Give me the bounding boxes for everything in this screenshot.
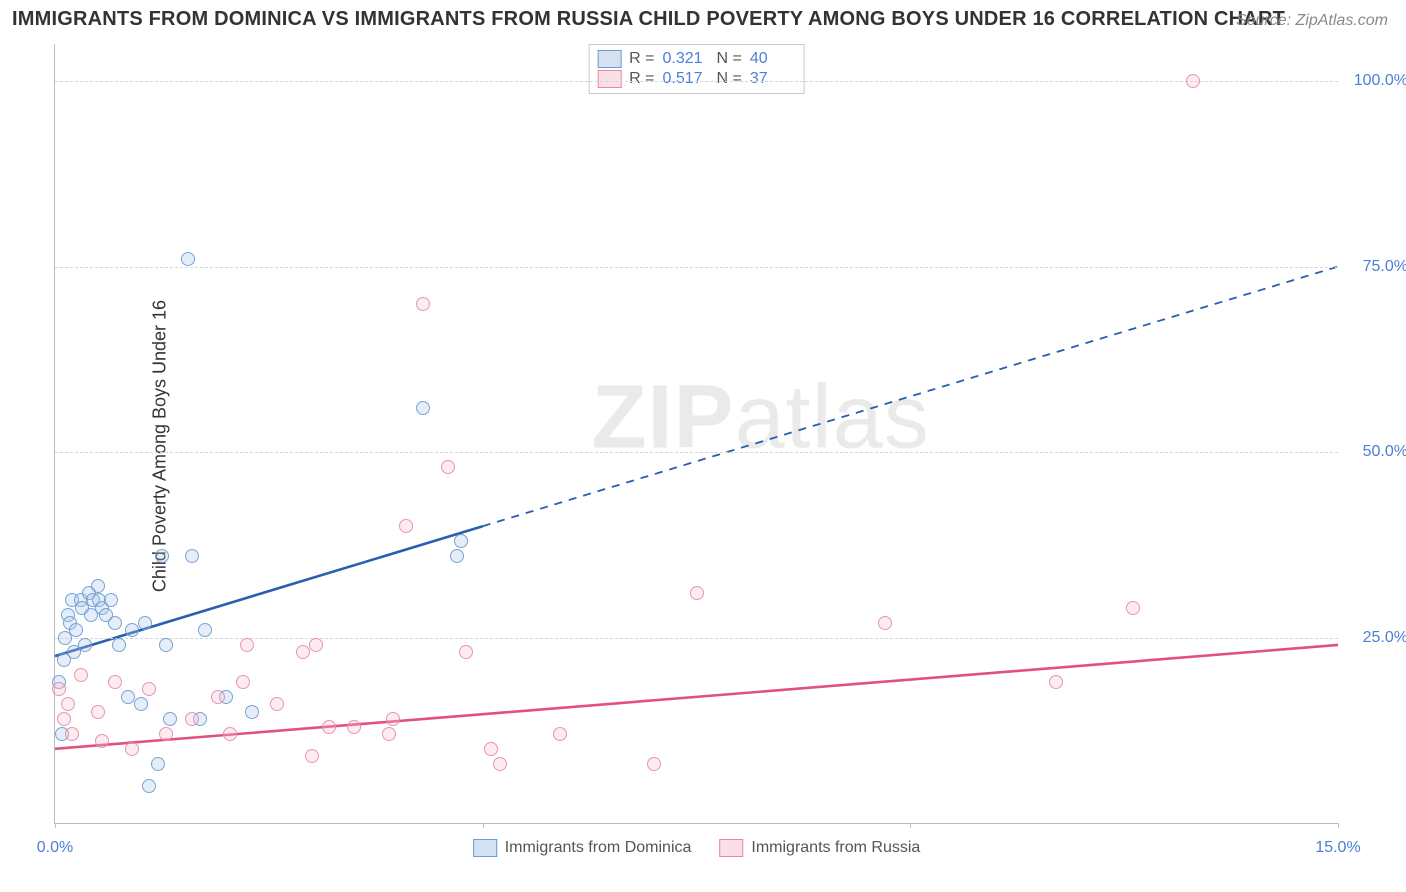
scatter-point bbox=[91, 705, 105, 719]
scatter-point bbox=[121, 690, 135, 704]
scatter-point bbox=[142, 682, 156, 696]
scatter-point bbox=[52, 682, 66, 696]
ytick-label: 25.0% bbox=[1363, 629, 1406, 647]
legend-r-label: R = bbox=[629, 50, 654, 68]
scatter-point bbox=[386, 712, 400, 726]
plot-area: ZIPatlas R =0.321N =40R =0.517N =37 Immi… bbox=[54, 44, 1338, 824]
legend-correlation-row: R = 0.517 N = 37 bbox=[597, 69, 796, 89]
scatter-point bbox=[91, 579, 105, 593]
scatter-point bbox=[240, 638, 254, 652]
scatter-point bbox=[112, 638, 126, 652]
trendline-solid bbox=[55, 645, 1338, 749]
trendline-dashed bbox=[483, 267, 1338, 527]
legend-series-item: Immigrants from Russia bbox=[719, 839, 920, 857]
scatter-point bbox=[553, 727, 567, 741]
legend-swatch bbox=[473, 839, 497, 857]
legend-series: Immigrants from Dominica Immigrants from … bbox=[473, 839, 921, 857]
legend-r-value: 0.517 bbox=[663, 70, 709, 88]
scatter-point bbox=[159, 638, 173, 652]
legend-r-label: R = bbox=[629, 70, 654, 88]
ytick-label: 50.0% bbox=[1363, 443, 1406, 461]
scatter-point bbox=[65, 727, 79, 741]
xtick-label: 15.0% bbox=[1315, 839, 1360, 857]
scatter-point bbox=[493, 757, 507, 771]
gridline-y bbox=[55, 267, 1338, 268]
scatter-point bbox=[134, 697, 148, 711]
scatter-point bbox=[322, 720, 336, 734]
scatter-point bbox=[1049, 675, 1063, 689]
scatter-point bbox=[198, 623, 212, 637]
ytick-label: 100.0% bbox=[1354, 72, 1406, 90]
scatter-point bbox=[305, 749, 319, 763]
scatter-point bbox=[181, 252, 195, 266]
scatter-point bbox=[454, 534, 468, 548]
scatter-point bbox=[347, 720, 361, 734]
watermark: ZIPatlas bbox=[592, 366, 930, 469]
legend-correlation-row: R = 0.321 N = 40 bbox=[597, 49, 796, 69]
gridline-y bbox=[55, 452, 1338, 453]
legend-swatch bbox=[719, 839, 743, 857]
scatter-point bbox=[159, 727, 173, 741]
scatter-point bbox=[647, 757, 661, 771]
scatter-point bbox=[185, 549, 199, 563]
scatter-point bbox=[74, 668, 88, 682]
xtick-label: 0.0% bbox=[37, 839, 73, 857]
scatter-point bbox=[399, 519, 413, 533]
scatter-point bbox=[125, 623, 139, 637]
scatter-point bbox=[296, 645, 310, 659]
gridline-y bbox=[55, 81, 1338, 82]
scatter-point bbox=[108, 675, 122, 689]
scatter-point bbox=[690, 586, 704, 600]
scatter-point bbox=[155, 549, 169, 563]
ytick-label: 75.0% bbox=[1363, 258, 1406, 276]
scatter-point bbox=[95, 734, 109, 748]
scatter-point bbox=[236, 675, 250, 689]
scatter-point bbox=[1186, 74, 1200, 88]
legend-r-value: 0.321 bbox=[663, 50, 709, 68]
legend-series-item: Immigrants from Dominica bbox=[473, 839, 692, 857]
scatter-point bbox=[450, 549, 464, 563]
scatter-point bbox=[185, 712, 199, 726]
scatter-point bbox=[151, 757, 165, 771]
scatter-point bbox=[441, 460, 455, 474]
scatter-point bbox=[57, 712, 71, 726]
legend-n-label: N = bbox=[717, 70, 742, 88]
scatter-point bbox=[223, 727, 237, 741]
xtick bbox=[1338, 823, 1339, 828]
xtick bbox=[910, 823, 911, 828]
scatter-point bbox=[69, 623, 83, 637]
xtick bbox=[55, 823, 56, 828]
scatter-point bbox=[163, 712, 177, 726]
source-label: Source: ZipAtlas.com bbox=[1236, 12, 1388, 30]
legend-series-label: Immigrants from Dominica bbox=[505, 839, 692, 857]
xtick bbox=[483, 823, 484, 828]
scatter-point bbox=[484, 742, 498, 756]
correlation-chart: IMMIGRANTS FROM DOMINICA VS IMMIGRANTS F… bbox=[0, 0, 1406, 892]
scatter-point bbox=[108, 616, 122, 630]
scatter-point bbox=[416, 401, 430, 415]
legend-swatch bbox=[597, 70, 621, 88]
scatter-point bbox=[61, 697, 75, 711]
scatter-point bbox=[211, 690, 225, 704]
legend-n-label: N = bbox=[717, 50, 742, 68]
scatter-point bbox=[382, 727, 396, 741]
scatter-point bbox=[138, 616, 152, 630]
scatter-point bbox=[416, 297, 430, 311]
legend-series-label: Immigrants from Russia bbox=[751, 839, 920, 857]
scatter-point bbox=[125, 742, 139, 756]
scatter-point bbox=[878, 616, 892, 630]
legend-correlation-box: R = 0.321 N = 40 R = 0.517 N = 37 bbox=[588, 44, 805, 94]
scatter-point bbox=[142, 779, 156, 793]
scatter-point bbox=[104, 593, 118, 607]
scatter-point bbox=[459, 645, 473, 659]
scatter-point bbox=[1126, 601, 1140, 615]
legend-n-value: 37 bbox=[750, 70, 796, 88]
chart-title: IMMIGRANTS FROM DOMINICA VS IMMIGRANTS F… bbox=[12, 8, 1285, 31]
legend-swatch bbox=[597, 50, 621, 68]
scatter-point bbox=[245, 705, 259, 719]
scatter-point bbox=[78, 638, 92, 652]
scatter-point bbox=[270, 697, 284, 711]
scatter-point bbox=[309, 638, 323, 652]
legend-n-value: 40 bbox=[750, 50, 796, 68]
